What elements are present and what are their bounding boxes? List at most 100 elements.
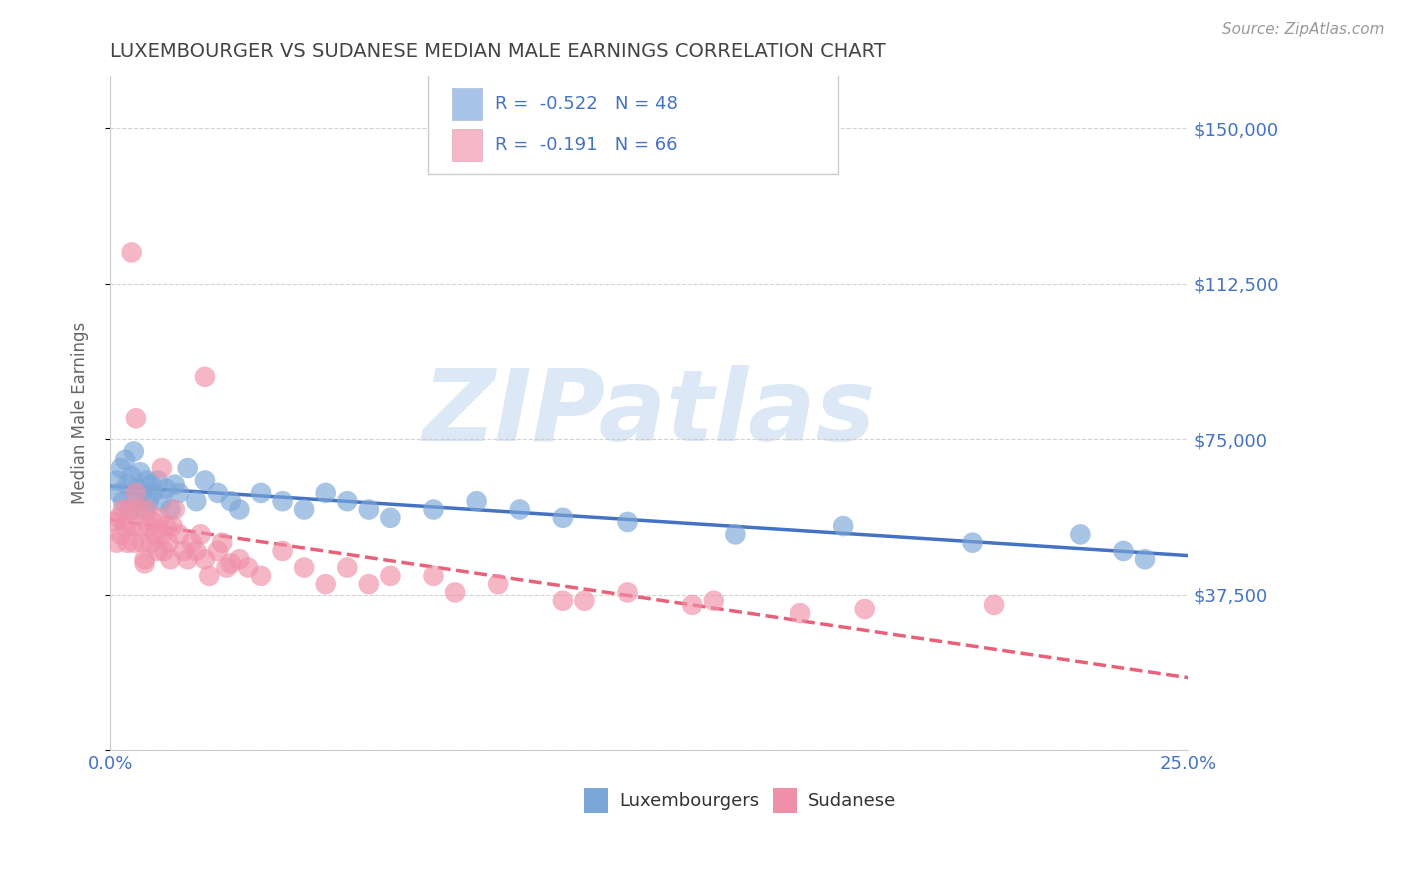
Point: [574, 593, 596, 607]
Point: [131, 486, 153, 500]
Text: ZIPatlas: ZIPatlas: [423, 365, 876, 461]
Point: [832, 519, 855, 533]
Point: [250, 486, 273, 500]
Point: [380, 510, 402, 524]
Point: [121, 245, 143, 260]
Point: [110, 461, 132, 475]
Point: [465, 494, 488, 508]
Point: [125, 486, 148, 500]
Point: [172, 544, 194, 558]
Point: [150, 494, 173, 508]
Point: [190, 527, 212, 541]
Point: [207, 486, 229, 500]
Point: [250, 569, 273, 583]
Point: [121, 519, 143, 533]
Point: [118, 502, 141, 516]
Point: [292, 560, 315, 574]
Point: [336, 560, 359, 574]
Point: [111, 502, 134, 516]
Point: [1133, 552, 1156, 566]
Point: [194, 474, 217, 488]
Point: [853, 602, 876, 616]
Point: [962, 535, 984, 549]
Point: [146, 544, 169, 558]
Point: [616, 585, 638, 599]
Point: [149, 510, 172, 524]
Point: [134, 552, 156, 566]
Point: [215, 560, 238, 574]
Point: [207, 544, 229, 558]
Point: [138, 519, 160, 533]
Point: [118, 502, 141, 516]
Point: [236, 560, 259, 574]
Point: [134, 557, 156, 571]
Point: [117, 477, 139, 491]
Point: [131, 535, 153, 549]
Point: [1069, 527, 1091, 541]
Point: [142, 515, 165, 529]
Point: [219, 557, 242, 571]
Point: [444, 585, 467, 599]
Point: [143, 527, 166, 541]
Point: [129, 519, 152, 533]
Point: [198, 569, 221, 583]
Point: [176, 461, 198, 475]
Point: [135, 502, 157, 516]
Point: [157, 535, 180, 549]
Point: [114, 519, 136, 533]
Point: [127, 482, 149, 496]
Y-axis label: Median Male Earnings: Median Male Earnings: [72, 322, 89, 504]
Point: [107, 486, 129, 500]
Point: [139, 477, 162, 491]
Text: Luxembourgers: Luxembourgers: [619, 791, 759, 810]
Point: [194, 552, 217, 566]
Point: [167, 486, 190, 500]
Point: [127, 502, 149, 516]
Text: R =  -0.522   N = 48: R = -0.522 N = 48: [495, 95, 678, 113]
Point: [681, 598, 703, 612]
Point: [315, 577, 337, 591]
Point: [103, 515, 125, 529]
Point: [422, 502, 444, 516]
Point: [211, 535, 233, 549]
Point: [176, 552, 198, 566]
Point: [292, 502, 315, 516]
Point: [121, 469, 143, 483]
Point: [135, 474, 157, 488]
Point: [159, 552, 181, 566]
Point: [139, 535, 162, 549]
Point: [146, 474, 169, 488]
Text: Sudanese: Sudanese: [807, 791, 896, 810]
Point: [167, 527, 190, 541]
Point: [357, 502, 380, 516]
Point: [125, 494, 148, 508]
Point: [134, 502, 156, 516]
Bar: [585, 788, 609, 814]
Point: [181, 535, 204, 549]
Point: [105, 535, 128, 549]
Bar: [451, 129, 482, 161]
Point: [142, 486, 165, 500]
Point: [122, 535, 145, 549]
Point: [155, 519, 177, 533]
Text: Source: ZipAtlas.com: Source: ZipAtlas.com: [1222, 22, 1385, 37]
Point: [186, 544, 208, 558]
Point: [509, 502, 531, 516]
Bar: [451, 88, 482, 120]
Point: [162, 519, 184, 533]
Point: [122, 444, 145, 458]
Point: [551, 593, 574, 607]
Point: [422, 569, 444, 583]
Point: [163, 502, 186, 516]
Point: [105, 474, 128, 488]
Point: [129, 465, 152, 479]
Bar: [773, 788, 797, 814]
Text: R =  -0.191   N = 66: R = -0.191 N = 66: [495, 136, 678, 154]
Point: [357, 577, 380, 591]
Point: [186, 494, 208, 508]
Text: LUXEMBOURGER VS SUDANESE MEDIAN MALE EARNINGS CORRELATION CHART: LUXEMBOURGER VS SUDANESE MEDIAN MALE EAR…: [110, 42, 886, 61]
Point: [1112, 544, 1135, 558]
Point: [983, 598, 1005, 612]
Point: [380, 569, 402, 583]
Point: [153, 544, 176, 558]
